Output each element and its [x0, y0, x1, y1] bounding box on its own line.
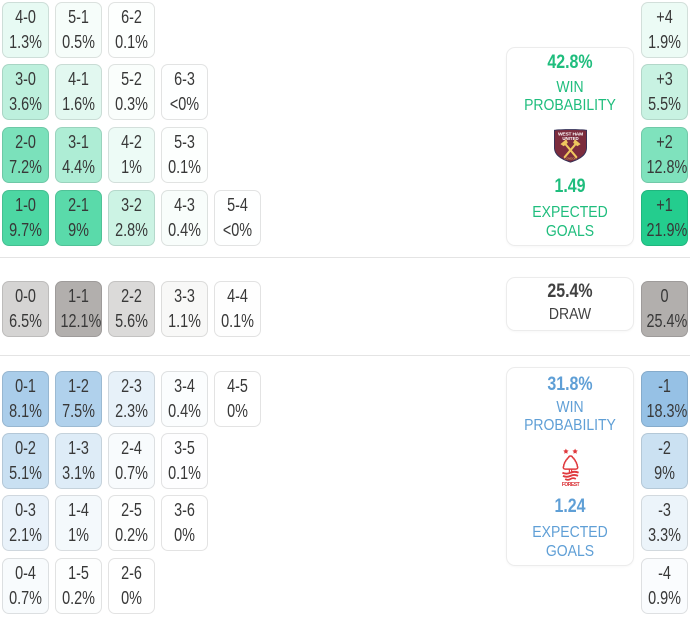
svg-text:UNITED: UNITED: [562, 136, 578, 141]
svg-text:FOREST: FOREST: [561, 482, 579, 487]
svg-text:LONDON: LONDON: [564, 156, 576, 160]
svg-text:WEST HAM: WEST HAM: [557, 132, 582, 138]
